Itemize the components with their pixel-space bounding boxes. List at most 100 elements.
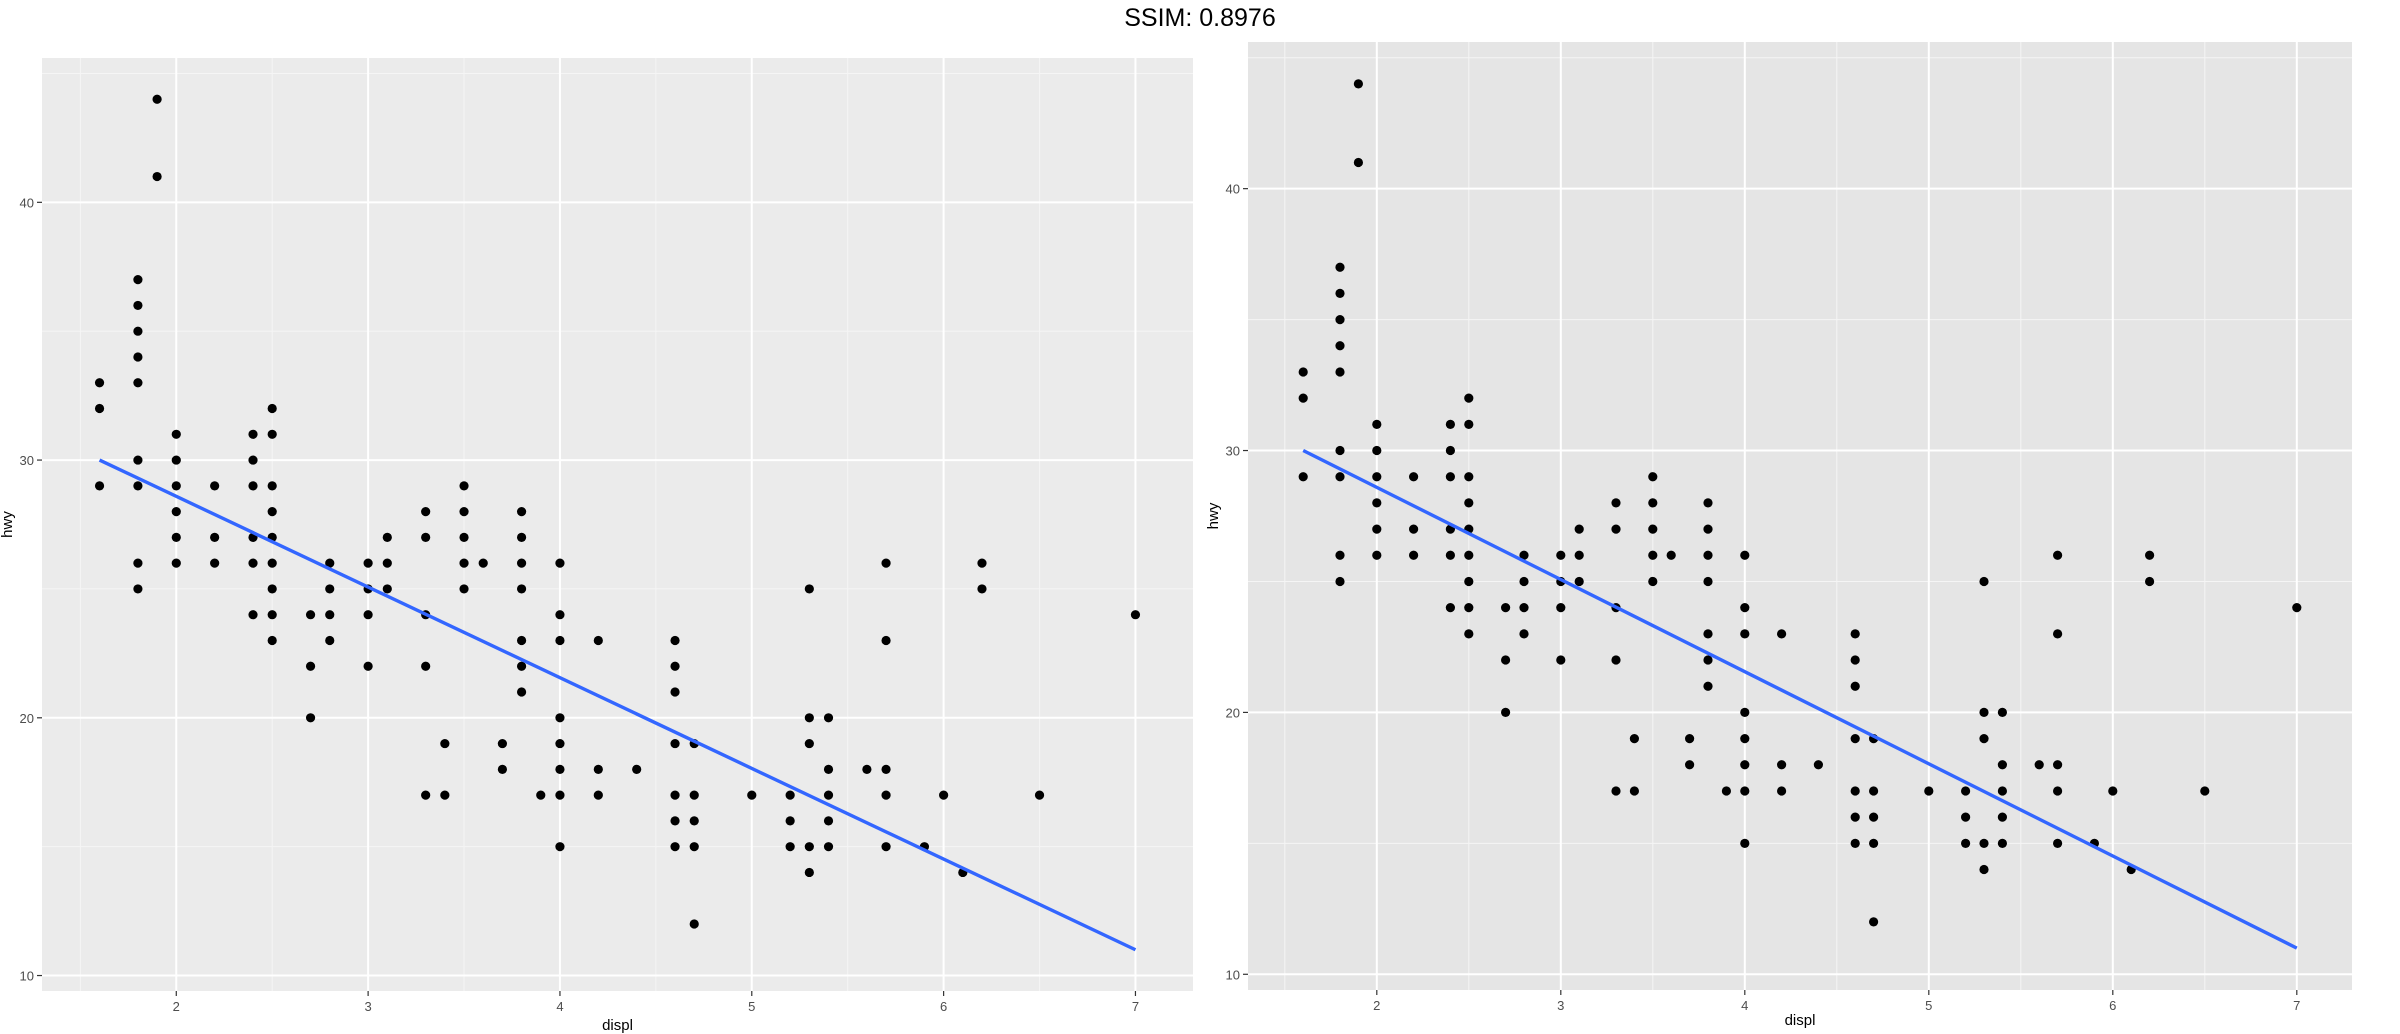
- data-point: [459, 558, 469, 568]
- data-point: [133, 584, 143, 594]
- data-point: [1335, 367, 1345, 377]
- data-point: [1979, 576, 1989, 587]
- data-point: [1574, 524, 1584, 534]
- data-point: [1961, 812, 1971, 822]
- x-tick-label: 6: [2109, 998, 2116, 1013]
- data-point: [1648, 550, 1658, 560]
- data-point: [1648, 524, 1658, 534]
- data-point: [1850, 733, 1860, 744]
- data-point: [1464, 576, 1474, 587]
- data-point: [1574, 550, 1584, 560]
- data-point: [1335, 445, 1345, 456]
- data-point: [1869, 786, 1879, 796]
- data-point: [133, 275, 143, 285]
- y-tick-label: 30: [20, 453, 34, 468]
- data-point: [171, 558, 181, 568]
- data-point: [1850, 655, 1860, 665]
- data-point: [823, 842, 834, 852]
- data-point: [497, 738, 507, 749]
- scatter-panel-right: 2 3 4 5 6 7 10 20 30 40 displ hwy: [1205, 42, 2352, 1029]
- data-point: [305, 610, 316, 620]
- x-tick-label: 7: [1132, 999, 1139, 1014]
- y-tick-label: 20: [20, 711, 34, 726]
- x-axis-title: displ: [602, 1017, 633, 1034]
- data-point: [1298, 367, 1308, 377]
- data-point: [2053, 760, 2063, 770]
- data-point: [1611, 524, 1621, 534]
- x-tick-label: 2: [173, 999, 180, 1014]
- data-point: [1409, 472, 1419, 482]
- data-point: [1372, 419, 1382, 429]
- x-axis-title: displ: [1785, 1012, 1816, 1029]
- data-point: [1648, 472, 1658, 482]
- data-point: [248, 481, 258, 491]
- data-point: [1409, 550, 1419, 560]
- data-point: [459, 584, 469, 594]
- data-point: [1777, 786, 1787, 796]
- data-point: [1574, 576, 1584, 587]
- data-point: [1740, 760, 1750, 770]
- data-point: [1813, 760, 1823, 770]
- data-point: [2053, 838, 2063, 848]
- data-point: [823, 816, 834, 826]
- x-tick-label: 4: [1741, 998, 1748, 1013]
- data-point: [1445, 603, 1455, 613]
- y-tick-label: 10: [1226, 967, 1240, 982]
- data-point: [555, 842, 565, 852]
- data-point: [248, 610, 258, 620]
- data-point: [133, 455, 143, 465]
- data-point: [1335, 550, 1345, 560]
- data-point: [133, 352, 143, 362]
- data-point: [171, 481, 181, 491]
- data-point: [325, 584, 335, 594]
- data-point: [1850, 838, 1860, 848]
- data-point: [516, 584, 527, 594]
- data-point: [1464, 393, 1474, 403]
- data-point: [1703, 576, 1713, 587]
- data-point: [1850, 812, 1860, 822]
- data-point: [1740, 707, 1750, 718]
- data-point: [1335, 472, 1345, 482]
- data-point: [267, 403, 277, 414]
- data-point: [1611, 498, 1621, 508]
- data-point: [1703, 681, 1713, 691]
- data-point: [1703, 498, 1713, 508]
- data-point: [881, 764, 891, 774]
- data-point: [823, 713, 834, 723]
- data-point: [2034, 760, 2044, 770]
- data-point: [1869, 812, 1879, 822]
- data-point: [363, 610, 373, 620]
- data-point: [94, 481, 105, 491]
- data-point: [325, 610, 335, 620]
- data-point: [421, 790, 431, 800]
- data-point: [2145, 576, 2155, 587]
- data-point: [785, 790, 795, 800]
- data-point: [1850, 629, 1860, 639]
- data-point: [881, 558, 891, 568]
- data-point: [785, 842, 795, 852]
- data-point: [804, 713, 814, 723]
- data-point: [325, 558, 335, 568]
- data-point: [459, 532, 469, 542]
- x-tick-label: 4: [556, 999, 563, 1014]
- data-point: [1519, 629, 1529, 639]
- data-point: [210, 532, 220, 542]
- data-point: [1034, 790, 1045, 800]
- data-point: [1629, 733, 1639, 744]
- data-point: [305, 713, 316, 723]
- data-point: [689, 842, 699, 852]
- data-point: [133, 481, 143, 491]
- data-point: [2292, 603, 2302, 613]
- data-point: [689, 790, 699, 800]
- y-tick-label: 10: [20, 969, 34, 984]
- data-point: [536, 790, 546, 800]
- data-point: [171, 455, 181, 465]
- data-point: [1869, 917, 1879, 927]
- data-point: [1777, 760, 1787, 770]
- data-point: [1997, 760, 2007, 770]
- data-point: [1519, 603, 1529, 613]
- data-point: [632, 764, 642, 774]
- data-point: [1703, 629, 1713, 639]
- data-point: [670, 816, 680, 826]
- data-point: [1611, 786, 1621, 796]
